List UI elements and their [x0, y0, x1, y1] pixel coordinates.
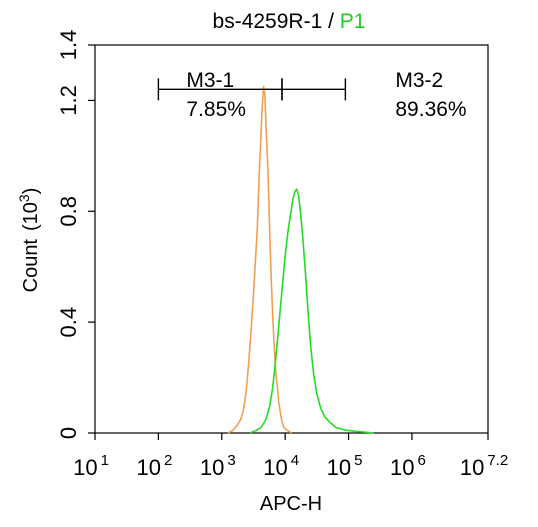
gate-percent-label: 89.36%	[395, 98, 466, 121]
x-axis-label: APC-H	[260, 493, 322, 515]
x-tick-label: 10 3	[200, 452, 236, 480]
gate-name-label: M3-1	[186, 69, 234, 92]
y-axis-label-text: Count	[20, 239, 42, 293]
x-tick-label: 10 6	[390, 452, 426, 480]
x-tick-label: 10 1	[73, 452, 109, 480]
x-tick-label: 10 7.2	[460, 452, 508, 480]
y-axis-unit-close: )	[20, 188, 42, 195]
histogram-series-1	[227, 85, 292, 434]
gate-percent-label: 7.85%	[186, 98, 246, 121]
y-axis-unit-exp: 3	[16, 194, 32, 202]
x-tick-label: 10 5	[327, 452, 363, 480]
chart-title-gate: P1	[340, 10, 366, 33]
y-axis-label: Count (103)	[16, 188, 42, 293]
y-tick-label: 0.4	[56, 307, 81, 338]
x-tick-label: 10 2	[136, 452, 172, 480]
y-tick-label: 1.4	[56, 30, 81, 61]
y-tick-label: 1.2	[56, 85, 81, 116]
histogram-series-2	[249, 188, 374, 434]
y-tick-label: 0	[56, 427, 81, 439]
chart-title: bs-4259R-1 / P1	[213, 10, 366, 33]
y-tick-label: 0.8	[56, 196, 81, 227]
y-axis-unit-base: (10	[20, 202, 42, 231]
x-tick-label: 10 4	[263, 452, 299, 480]
gate-name-label: M3-2	[395, 69, 443, 92]
chart-title-main: bs-4259R-1 /	[213, 10, 340, 33]
